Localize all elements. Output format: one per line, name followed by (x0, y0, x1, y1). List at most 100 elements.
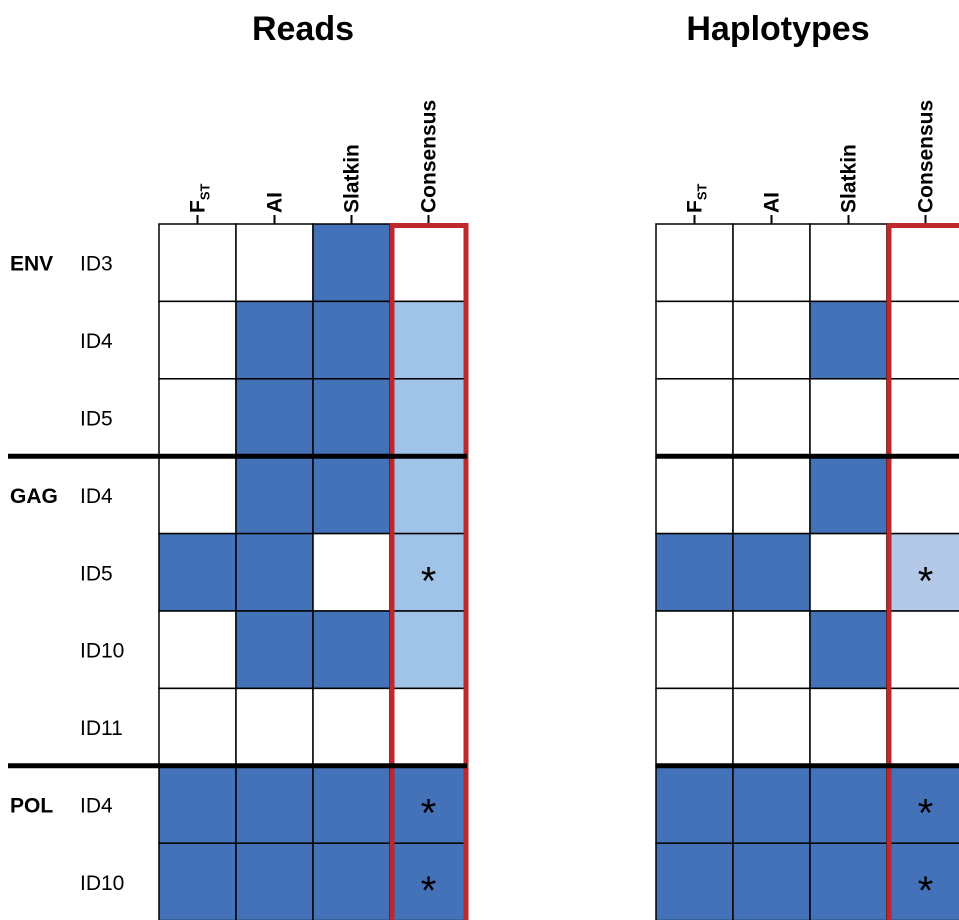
heatmap-cell (158, 378, 237, 457)
heatmap-cell (732, 610, 811, 690)
column-label-slatkin: Slatkin (838, 144, 861, 213)
significance-star: * (421, 869, 437, 913)
row-label: ID5 (80, 562, 113, 585)
row-label: ID10 (80, 872, 124, 895)
significance-star: * (918, 869, 934, 913)
heatmap-cell (235, 300, 314, 380)
significance-star: * (421, 792, 437, 836)
heatmap-cell (389, 610, 468, 690)
row-label: ID4 (80, 485, 113, 508)
heatmap-cell (655, 765, 734, 844)
column-label-text: FST (684, 184, 710, 213)
heatmap-cell (235, 610, 314, 690)
heatmap-cell (809, 455, 888, 535)
heatmap-cell (732, 300, 811, 380)
column-label-text: Consensus (915, 100, 938, 213)
heatmap-cell (655, 842, 734, 920)
column-label-text: Slatkin (341, 144, 364, 213)
heatmap-cell (732, 378, 811, 457)
heatmap-cell (312, 765, 391, 844)
significance-star: * (918, 559, 934, 603)
panel-title-reads: Reads (252, 10, 354, 48)
heatmap-cell (809, 532, 888, 612)
significance-star: * (918, 792, 934, 836)
heatmap-cell (158, 687, 237, 767)
heatmap-cell (235, 842, 314, 920)
consensus-highlight (886, 223, 959, 920)
column-label-text: FST (187, 184, 213, 213)
row-label: ID4 (80, 795, 113, 818)
heatmap-cell (886, 378, 959, 457)
heatmap-cell (809, 687, 888, 767)
row-label: ID5 (80, 408, 113, 431)
heatmap-cell (158, 223, 237, 303)
heatmap-cell (235, 687, 314, 767)
row-label: ID10 (80, 640, 124, 663)
heatmap-cell (235, 455, 314, 535)
heatmap-cell (158, 300, 237, 380)
column-label-text: AI (264, 192, 287, 213)
heatmap-cell (389, 532, 468, 612)
heatmap-cell (312, 532, 391, 612)
heatmap-cell (235, 532, 314, 612)
heatmap-cell (732, 765, 811, 844)
heatmap-cell (655, 455, 734, 535)
heatmap-cell (389, 765, 468, 844)
column-label-f: FST (187, 184, 213, 213)
heatmap-cell (312, 378, 391, 457)
heatmap-cell (655, 300, 734, 380)
heatmap-cell (886, 300, 959, 380)
heatmap-cell (389, 687, 468, 767)
heatmap-cell (886, 455, 959, 535)
significance-star: * (421, 559, 437, 603)
heatmap-cell (235, 223, 314, 303)
heatmap-cell (655, 223, 734, 303)
heatmap-cell (655, 687, 734, 767)
heatmap-cell (389, 378, 468, 457)
heatmap-cell (312, 687, 391, 767)
heatmap-cell (732, 223, 811, 303)
column-label-text: Slatkin (838, 144, 861, 213)
column-label-f: FST (684, 184, 710, 213)
row-label: ID11 (80, 717, 123, 740)
heatmap-cell (312, 455, 391, 535)
heatmap-cell (655, 532, 734, 612)
heatmap-cell (655, 378, 734, 457)
panel-title-haplotypes: Haplotypes (686, 10, 869, 48)
column-label-ai: AI (264, 192, 287, 213)
heatmap-cell (312, 842, 391, 920)
heatmap-cell (886, 687, 959, 767)
heatmap-cell (886, 610, 959, 690)
heatmap-cell (312, 300, 391, 380)
heatmap-cell (158, 455, 237, 535)
column-label-ai: AI (761, 192, 784, 213)
gene-label-gag: GAG (10, 485, 58, 508)
heatmap-cell (732, 842, 811, 920)
heatmap-cell (809, 300, 888, 380)
gene-label-env: ENV (10, 253, 53, 276)
column-label-slatkin: Slatkin (341, 144, 364, 213)
column-label-text: AI (761, 192, 784, 213)
heatmap-cell (312, 610, 391, 690)
column-label-consensus: Consensus (915, 100, 938, 213)
heatmap-cell (809, 765, 888, 844)
heatmap-cell (235, 378, 314, 457)
heatmap-cell (389, 300, 468, 380)
column-label-consensus: Consensus (418, 100, 441, 213)
heatmap-cell (158, 610, 237, 690)
heatmap-cell (235, 765, 314, 844)
heatmap-cell (655, 610, 734, 690)
heatmap-cell (389, 455, 468, 535)
heatmap-cell (809, 842, 888, 920)
heatmap-cell (809, 378, 888, 457)
heatmap-cell (389, 842, 468, 920)
heatmap-cell (809, 223, 888, 303)
heatmap-cell (732, 455, 811, 535)
column-label-text: Consensus (418, 100, 441, 213)
heatmap-cell (809, 610, 888, 690)
row-label: ID3 (80, 253, 113, 276)
heatmap-cell (886, 223, 959, 303)
heatmap-cell (732, 687, 811, 767)
heatmap-cell (158, 842, 237, 920)
